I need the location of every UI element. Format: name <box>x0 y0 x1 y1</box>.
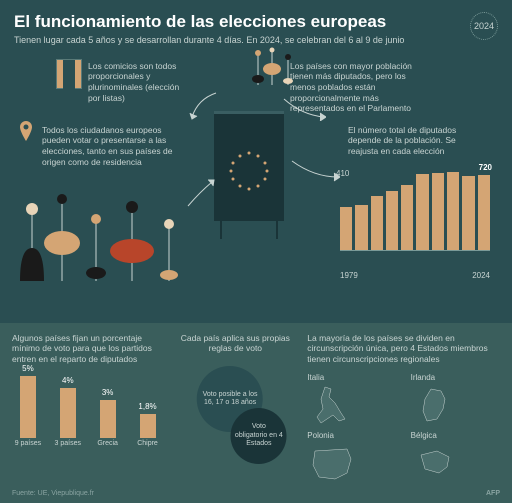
bottom-section: Algunos países fijan un porcentaje mínim… <box>0 323 512 503</box>
note-total: El número total de diputados depende de … <box>348 125 488 157</box>
chart-x-start: 1979 <box>340 271 358 280</box>
note-citizens: Todos los ciudadanos europeos pueden vot… <box>42 125 187 168</box>
rules-text: Cada país aplica sus propias reglas de v… <box>173 333 297 354</box>
seats-chart: 410 720 1979 2024 <box>340 173 490 268</box>
ballot-icon <box>56 59 82 89</box>
chart-start-value: 410 <box>336 169 349 178</box>
country-poland: Polonia <box>307 431 396 441</box>
country-italy: Italia <box>307 373 396 383</box>
chart-x-end: 2024 <box>472 271 490 280</box>
credit-text: AFP <box>486 490 500 497</box>
threshold-chart: 5%9 países4%3 países3%Grecia1,8%Chipre <box>12 373 163 448</box>
threshold-text: Algunos países fijan un porcentaje mínim… <box>12 333 163 365</box>
chart-end-value: 720 <box>479 163 492 172</box>
voting-booth-icon <box>214 111 284 221</box>
mandatory-vote-circle: Voto obligatorio en 4 Estados <box>231 408 287 464</box>
country-belgium: Bélgica <box>411 431 500 441</box>
people-main-icon <box>14 193 194 288</box>
country-ireland: Irlanda <box>411 373 500 383</box>
constituency-text: La mayoría de los países se dividen en c… <box>307 333 500 365</box>
page-title: El funcionamiento de las elecciones euro… <box>14 12 498 32</box>
source-text: Fuente: UE, Viepublique.fr <box>12 490 94 497</box>
page-subtitle: Tienen lugar cada 5 años y se desarrolla… <box>14 35 498 47</box>
country-maps: Italia Irlanda Polonia Bélgica <box>307 373 500 483</box>
year-badge: 2024 <box>470 12 498 40</box>
pin-icon <box>18 121 34 141</box>
note-proportional: Los comicios son todos proporcionales y … <box>88 61 193 104</box>
main-illustration: Los comicios son todos proporcionales y … <box>0 53 512 323</box>
